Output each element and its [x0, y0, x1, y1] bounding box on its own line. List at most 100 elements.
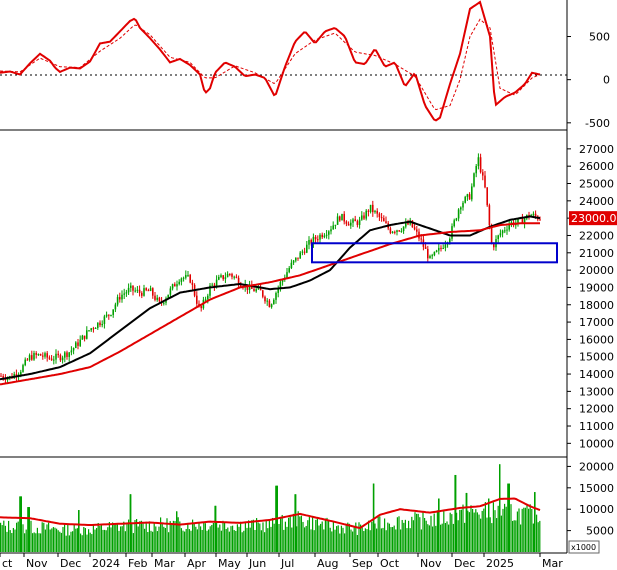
volume-bar [161, 523, 163, 552]
candle-body [312, 236, 315, 244]
candle-body [167, 294, 169, 299]
volume-bar [526, 503, 528, 552]
price-tick-label: 11000 [579, 420, 614, 433]
volume-bar [140, 520, 142, 552]
volume-bar [24, 533, 26, 552]
volume-bar [185, 528, 187, 552]
volume-bar [281, 514, 283, 552]
volume-bar [401, 519, 403, 552]
volume-bar [158, 526, 160, 552]
volume-bar [81, 535, 83, 552]
vol-tick-label: 5000 [586, 525, 614, 538]
volume-bar [305, 525, 307, 552]
volume-bar [232, 525, 234, 552]
candle-body [185, 275, 187, 278]
candle-body [341, 213, 343, 221]
candle-body [105, 314, 108, 317]
volume-bar [369, 530, 371, 552]
volume-bar [427, 524, 429, 552]
volume-bar [524, 507, 526, 552]
volume-bar [532, 523, 534, 552]
candle-body [22, 365, 24, 372]
volume-bar [342, 527, 344, 552]
last-price-marker: 23000.00 [569, 211, 617, 226]
volume-bar [190, 530, 192, 552]
price-tick-label: 27000 [579, 143, 614, 156]
candle-body [508, 224, 510, 230]
price-ma-black-line [0, 215, 541, 381]
candle-body [48, 357, 51, 359]
volume-bar [241, 532, 243, 552]
vol-tick-label: 20000 [579, 460, 614, 473]
volume-bar [32, 533, 34, 552]
candle-body [235, 276, 238, 278]
candle-body [407, 222, 409, 225]
candle-body [59, 355, 62, 361]
candle-body [149, 288, 152, 291]
candle-body [352, 219, 354, 223]
volume-bar [96, 528, 98, 552]
candle-body [323, 235, 326, 238]
x-tick-label: 2025 [486, 557, 514, 570]
volume-bar [116, 524, 118, 552]
volume-bar [444, 523, 446, 552]
candle-body [394, 231, 396, 233]
volume-bar [97, 522, 99, 552]
volume-bar [473, 512, 475, 552]
x-axis: ct Nov Dec 2024 Feb Mar Apr May Jun Jul Aug Sep Oct N… [0, 553, 563, 570]
volume-spike-bar [176, 511, 178, 552]
volume-bar [19, 496, 21, 552]
price-tick-label: 12000 [579, 403, 614, 416]
candle-body [233, 276, 235, 278]
candle-body [39, 354, 42, 356]
volume-bar [422, 511, 424, 552]
candle-body [303, 251, 306, 253]
volume-spike-bar [499, 464, 501, 552]
candle-body [143, 288, 145, 296]
candle-body [37, 354, 40, 356]
volume-bar [16, 522, 18, 552]
volume-bar [155, 526, 157, 552]
last-price-label: 23000.00 [571, 212, 617, 225]
candle-body [20, 371, 22, 375]
volume-bar [368, 520, 370, 552]
volume-bar [268, 519, 270, 552]
volume-bar [203, 521, 205, 552]
price-tick-label: 22000 [579, 229, 614, 242]
volume-bar [425, 520, 427, 552]
volume-bar [296, 526, 298, 552]
candle-body [301, 251, 304, 253]
volume-bar [408, 520, 410, 552]
volume-bar [336, 526, 338, 552]
volume-bar [323, 529, 325, 552]
candle-body [356, 221, 359, 225]
volume-bar [244, 522, 246, 552]
volume-bar [371, 521, 373, 552]
candle-body [42, 355, 44, 357]
volume-bar [347, 522, 349, 552]
candle-body [138, 289, 141, 293]
candle-body [180, 278, 183, 282]
candle-body [61, 357, 64, 361]
candle-body [270, 304, 273, 308]
candle-body [345, 221, 348, 224]
x-tick-label: Dec [454, 557, 475, 570]
candle-body [385, 221, 387, 224]
candle-body [429, 255, 431, 259]
candle-body [347, 223, 350, 226]
volume-bar [358, 522, 360, 552]
candle-body [156, 297, 158, 300]
volume-bar [76, 528, 78, 552]
volume-bar [300, 515, 302, 552]
candle-body [189, 274, 191, 283]
volume-bar [307, 520, 309, 552]
candle-body [275, 292, 277, 300]
volume-bar [1, 525, 3, 552]
volume-bar [468, 512, 470, 552]
volume-bar [184, 531, 186, 552]
volume-bar [344, 533, 346, 552]
volume-bar [409, 528, 411, 552]
x-tick-label: Mar [542, 557, 563, 570]
volume-bar [235, 530, 237, 552]
candle-body [367, 210, 370, 212]
